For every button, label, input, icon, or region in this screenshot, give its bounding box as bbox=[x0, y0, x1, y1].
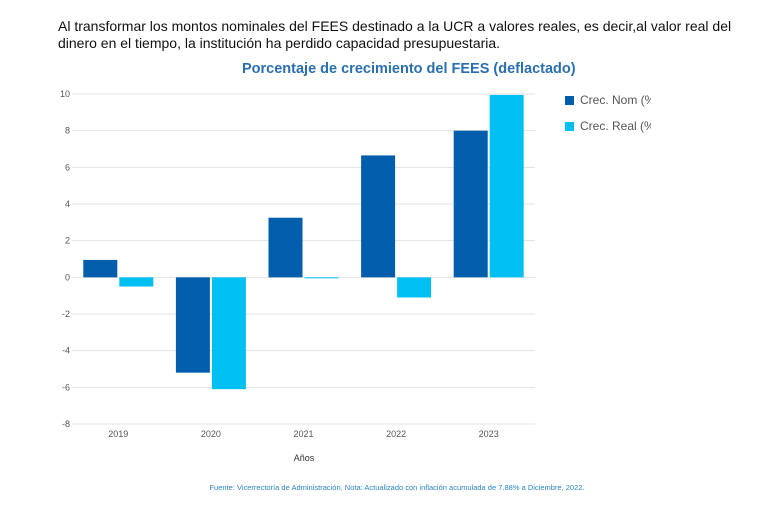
bar-nominal-2023 bbox=[453, 130, 488, 278]
y-tick-label: -6 bbox=[62, 382, 70, 392]
legend-swatch-nominal bbox=[565, 95, 574, 105]
legend-item-real[interactable]: Crec. Real (% bbox=[565, 118, 651, 134]
bar-real-2019 bbox=[119, 277, 154, 287]
legend-label-nominal: Crec. Nom (% bbox=[580, 93, 651, 107]
bar-nominal-2022 bbox=[361, 155, 396, 278]
y-tick-label: 2 bbox=[65, 236, 70, 246]
y-tick-label: -2 bbox=[62, 309, 70, 319]
intro-line-2: dinero en el tiempo, la institución ha p… bbox=[58, 35, 501, 51]
chart-legend: Crec. Nom (% Crec. Real (% bbox=[565, 92, 651, 144]
y-tick-label: 10 bbox=[60, 89, 70, 99]
y-tick-label: 0 bbox=[65, 272, 70, 282]
bar-nominal-2019 bbox=[83, 259, 118, 278]
x-tick-label: 2022 bbox=[386, 429, 406, 439]
y-tick-label: 4 bbox=[65, 199, 70, 209]
y-tick-label: -8 bbox=[62, 419, 70, 429]
y-tick-label: -4 bbox=[62, 346, 70, 356]
x-tick-label: 2021 bbox=[293, 429, 313, 439]
y-tick-label: 8 bbox=[65, 126, 70, 136]
bar-real-2022 bbox=[397, 277, 432, 298]
x-tick-label: 2020 bbox=[201, 429, 221, 439]
x-tick-label: 2019 bbox=[108, 429, 128, 439]
bar-nominal-2021 bbox=[268, 217, 303, 278]
intro-text: Al transformar los montos nominales del … bbox=[58, 18, 748, 52]
legend-item-nominal[interactable]: Crec. Nom (% bbox=[565, 92, 651, 108]
x-tick-label: 2023 bbox=[479, 429, 499, 439]
chart-title: Porcentaje de crecimiento del FEES (defl… bbox=[242, 61, 576, 77]
bar-real-2020 bbox=[211, 277, 246, 390]
x-axis-label: Años bbox=[294, 453, 315, 463]
y-tick-label: 6 bbox=[65, 162, 70, 172]
legend-label-real: Crec. Real (% bbox=[580, 119, 651, 133]
bar-real-2023 bbox=[489, 94, 524, 278]
legend-swatch-real bbox=[565, 121, 574, 131]
bar-nominal-2020 bbox=[175, 277, 210, 373]
intro-line-1: Al transformar los montos nominales del … bbox=[58, 18, 732, 34]
bar-real-2021 bbox=[304, 277, 339, 279]
source-note: Fuente: Vicerrectoría de Administración.… bbox=[209, 483, 585, 492]
